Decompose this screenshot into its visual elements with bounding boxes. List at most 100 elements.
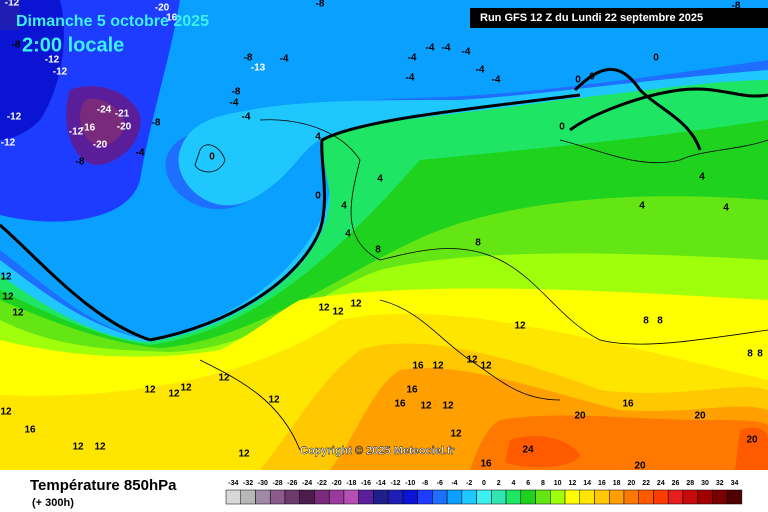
- contour-label: 12: [238, 449, 250, 460]
- contour-label: 12: [0, 272, 12, 283]
- scale-swatch: [225, 489, 241, 505]
- scale-label: 0: [482, 480, 486, 487]
- scale-swatch: [682, 489, 698, 505]
- contour-label: 0: [559, 122, 565, 133]
- scale-swatch: [284, 489, 300, 505]
- contour-label: -8: [232, 87, 241, 98]
- contour-label: 0: [315, 191, 321, 202]
- scale-label: -28: [273, 480, 283, 487]
- scale-label: -8: [422, 480, 428, 487]
- contour-label: -4: [426, 43, 435, 54]
- scale-label: 16: [598, 480, 606, 487]
- contour-label: 16: [24, 425, 36, 436]
- contour-label: -4: [408, 53, 417, 64]
- scale-swatch: [476, 489, 492, 505]
- scale-label: -2: [466, 480, 472, 487]
- scale-swatch: [417, 489, 433, 505]
- contour-label: -12: [53, 67, 68, 78]
- scale-label: 2: [497, 480, 501, 487]
- scale-swatch: [550, 489, 566, 505]
- contour-label: -4: [136, 148, 145, 159]
- scale-swatch: [432, 489, 448, 505]
- scale-label: 24: [657, 480, 665, 487]
- contour-label: -13: [251, 63, 266, 74]
- contour-label: 4: [341, 201, 347, 212]
- color-scale: -34 -32 -30 -28 -26 -24 -22 -20 -18 -16 -14 -12 -10-…: [225, 480, 743, 505]
- scale-label: -26: [287, 480, 297, 487]
- scale-label: 32: [716, 480, 724, 487]
- scale-label: 22: [642, 480, 650, 487]
- contour-label: 12: [12, 308, 24, 319]
- contour-label: -4: [242, 112, 251, 123]
- contour-label: 12: [420, 401, 432, 412]
- contour-label: 12: [268, 395, 280, 406]
- contour-label: 16: [394, 399, 406, 410]
- contour-label: 4: [699, 172, 705, 183]
- contour-label: 12: [480, 361, 492, 372]
- contour-label: 12: [218, 373, 230, 384]
- scale-swatch: [608, 489, 625, 505]
- contour-label: -8: [12, 40, 21, 51]
- contour-label: 0: [589, 72, 595, 83]
- contour-label: 8: [643, 316, 649, 327]
- scale-label: 18: [613, 480, 621, 487]
- contour-label: -12: [7, 112, 22, 123]
- contour-label: 8: [657, 316, 663, 327]
- scale-label: -16: [361, 480, 371, 487]
- contour-label: 0: [653, 53, 659, 64]
- contour-label: 8: [375, 245, 381, 256]
- contour-label: -4: [230, 98, 239, 109]
- scale-label: 14: [583, 480, 591, 487]
- map-date: Dimanche 5 octobre 2025: [16, 13, 209, 30]
- scale-label: -34: [228, 480, 238, 487]
- contour-label: -16: [163, 13, 178, 24]
- contour-label: -4: [462, 47, 471, 58]
- contour-label: 12: [450, 429, 462, 440]
- contour-label: -8: [316, 0, 325, 10]
- parameter-name: Température 850hPa: [30, 477, 177, 494]
- scale-label: 28: [686, 480, 694, 487]
- contour-label: 12: [350, 299, 362, 310]
- scale-swatch: [269, 489, 286, 505]
- scale-swatch: [461, 489, 477, 505]
- scale-swatch: [712, 489, 728, 505]
- contour-label: 20: [694, 411, 706, 422]
- contour-label: -4: [280, 54, 289, 65]
- scale-swatch: [535, 489, 551, 505]
- scale-label: 20: [627, 480, 635, 487]
- scale-swatch: [726, 489, 743, 505]
- contour-label: 12: [466, 355, 478, 366]
- contour-label: 12: [72, 442, 84, 453]
- scale-label: 26: [672, 480, 680, 487]
- contour-label: 0: [209, 152, 215, 163]
- scale-swatch: [314, 489, 330, 505]
- contour-label: -4: [492, 75, 501, 86]
- contour-label: 12: [514, 321, 526, 332]
- contour-label: -16: [81, 123, 96, 134]
- scale-swatch: [373, 489, 389, 505]
- contour-label: 16: [480, 459, 492, 470]
- scale-label: -20: [331, 480, 341, 487]
- scale-label: 6: [526, 480, 530, 487]
- scale-swatch: [491, 489, 507, 505]
- scale-swatch: [623, 489, 639, 505]
- contour-label: -20: [155, 3, 170, 14]
- scale-label: -4: [451, 480, 457, 487]
- scale-label: -32: [243, 480, 253, 487]
- contour-label: 12: [2, 292, 14, 303]
- scale-label: -10: [405, 480, 415, 487]
- contour-label: -20: [93, 140, 108, 151]
- map-field: [0, 0, 768, 470]
- contour-label: 24: [522, 445, 534, 456]
- scale-swatch: [446, 489, 463, 505]
- scale-label: -18: [346, 480, 356, 487]
- contour-label: 4: [315, 132, 321, 143]
- scale-label: -24: [302, 480, 312, 487]
- contour-label: 12: [168, 389, 180, 400]
- scale-swatch: [299, 489, 315, 505]
- contour-label: 12: [318, 303, 330, 314]
- contour-label: 20: [746, 435, 758, 446]
- map-time: 2:00 locale: [22, 34, 124, 56]
- scale-swatch: [387, 489, 404, 505]
- contour-label: 12: [0, 407, 12, 418]
